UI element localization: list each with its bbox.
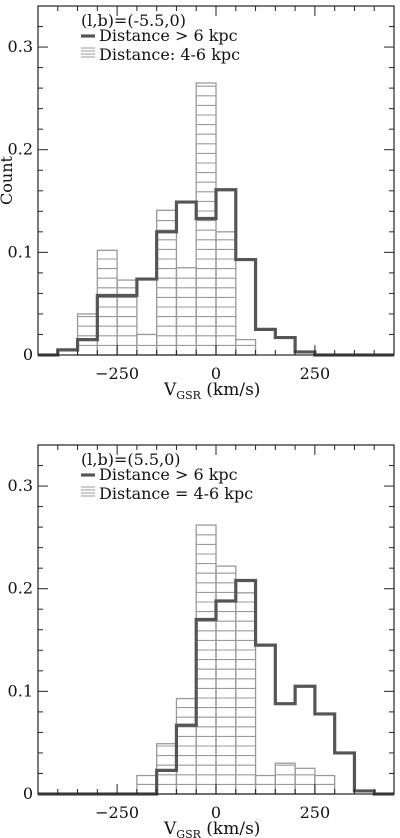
hatched-bar [235,338,257,356]
hatched-bar-outline [116,279,138,356]
hatched-histogram [76,82,257,356]
panel-annotation: (l,b)=(5.5,0) [81,450,181,469]
y-tick-label: 0 [23,345,33,364]
hatched-bar-outline [175,267,197,356]
y-tick-label: 0 [23,784,33,803]
legend-swatch-hatched [81,47,95,58]
x-axis-label-sub: GSR [176,828,201,838]
x-tick-label: −250 [95,364,139,383]
hatched-bar [195,524,217,795]
hatched-bar-outline [294,767,316,795]
x-axis-label: VGSR (km/s) [163,819,260,838]
legend-label-hatched: Distance = 4-6 kpc [99,484,253,503]
y-tick-label: 0.2 [8,579,33,598]
hatched-bar-outline [235,338,257,356]
hatched-bar [294,767,316,795]
y-tick-label: 0.1 [8,681,33,700]
hatched-histogram [136,524,336,795]
hatched-bar [136,333,158,356]
x-axis-label-main: V [163,380,177,400]
hatched-bar-outline [274,762,296,795]
legend-label-dark: Distance > 6 kpc [99,26,238,45]
hatched-bar [175,267,197,356]
x-axis-label: VGSR (km/s) [163,380,260,402]
hatched-bar-outline [76,313,98,356]
x-tick-label: 0 [211,803,221,822]
x-tick-label: 250 [300,803,331,822]
x-axis-label-main: V [163,819,177,838]
hatched-bar [314,774,336,795]
panel-bottom-histogram: −250 0 250 0 0.1 0.2 0.3 VGSR (km/s) (l,b)=(5.5,… [8,444,395,838]
x-axis-label-unit: (km/s) [201,819,261,838]
panel-top-histogram: −250 0 250 0 0.1 0.2 0.3 VGSR (km/s) Count (l,b)=… [0,5,395,402]
dark-step-histogram [38,578,394,796]
dark-step-histogram [38,188,394,357]
x-tick-label: 250 [300,364,331,383]
legend-label-hatched: Distance: 4-6 kpc [99,45,240,64]
y-tick-label: 0.3 [8,37,33,56]
x-tick-label: 0 [211,364,221,383]
y-tick-label: 0.3 [8,476,33,495]
hatched-bar [116,279,138,356]
hatched-bar-outline [235,592,257,795]
hatched-bar [274,762,296,795]
y-axis-label: Count [0,155,16,204]
hatched-bar-outline [136,333,158,356]
y-tick-label: 0.1 [8,242,33,261]
hatched-bar-outline [215,231,237,356]
hatched-bar [235,592,257,795]
hatched-bar [254,774,276,795]
x-axis-label-sub: GSR [176,389,201,402]
legend-label-dark: Distance > 6 kpc [99,465,238,484]
x-axis-label-unit: (km/s) [201,380,261,400]
hatched-bar [96,249,118,356]
y-tick-label: 0.2 [8,140,33,159]
hatched-bar [76,313,98,356]
legend-swatch-hatched [81,486,95,497]
hatched-bar [136,774,158,795]
hatched-bar-outline [96,249,118,356]
x-tick-label: −250 [95,803,139,822]
hatched-bar [215,231,237,356]
panel-annotation: (l,b)=(-5.5,0) [81,11,186,30]
hatched-bar [175,697,197,795]
